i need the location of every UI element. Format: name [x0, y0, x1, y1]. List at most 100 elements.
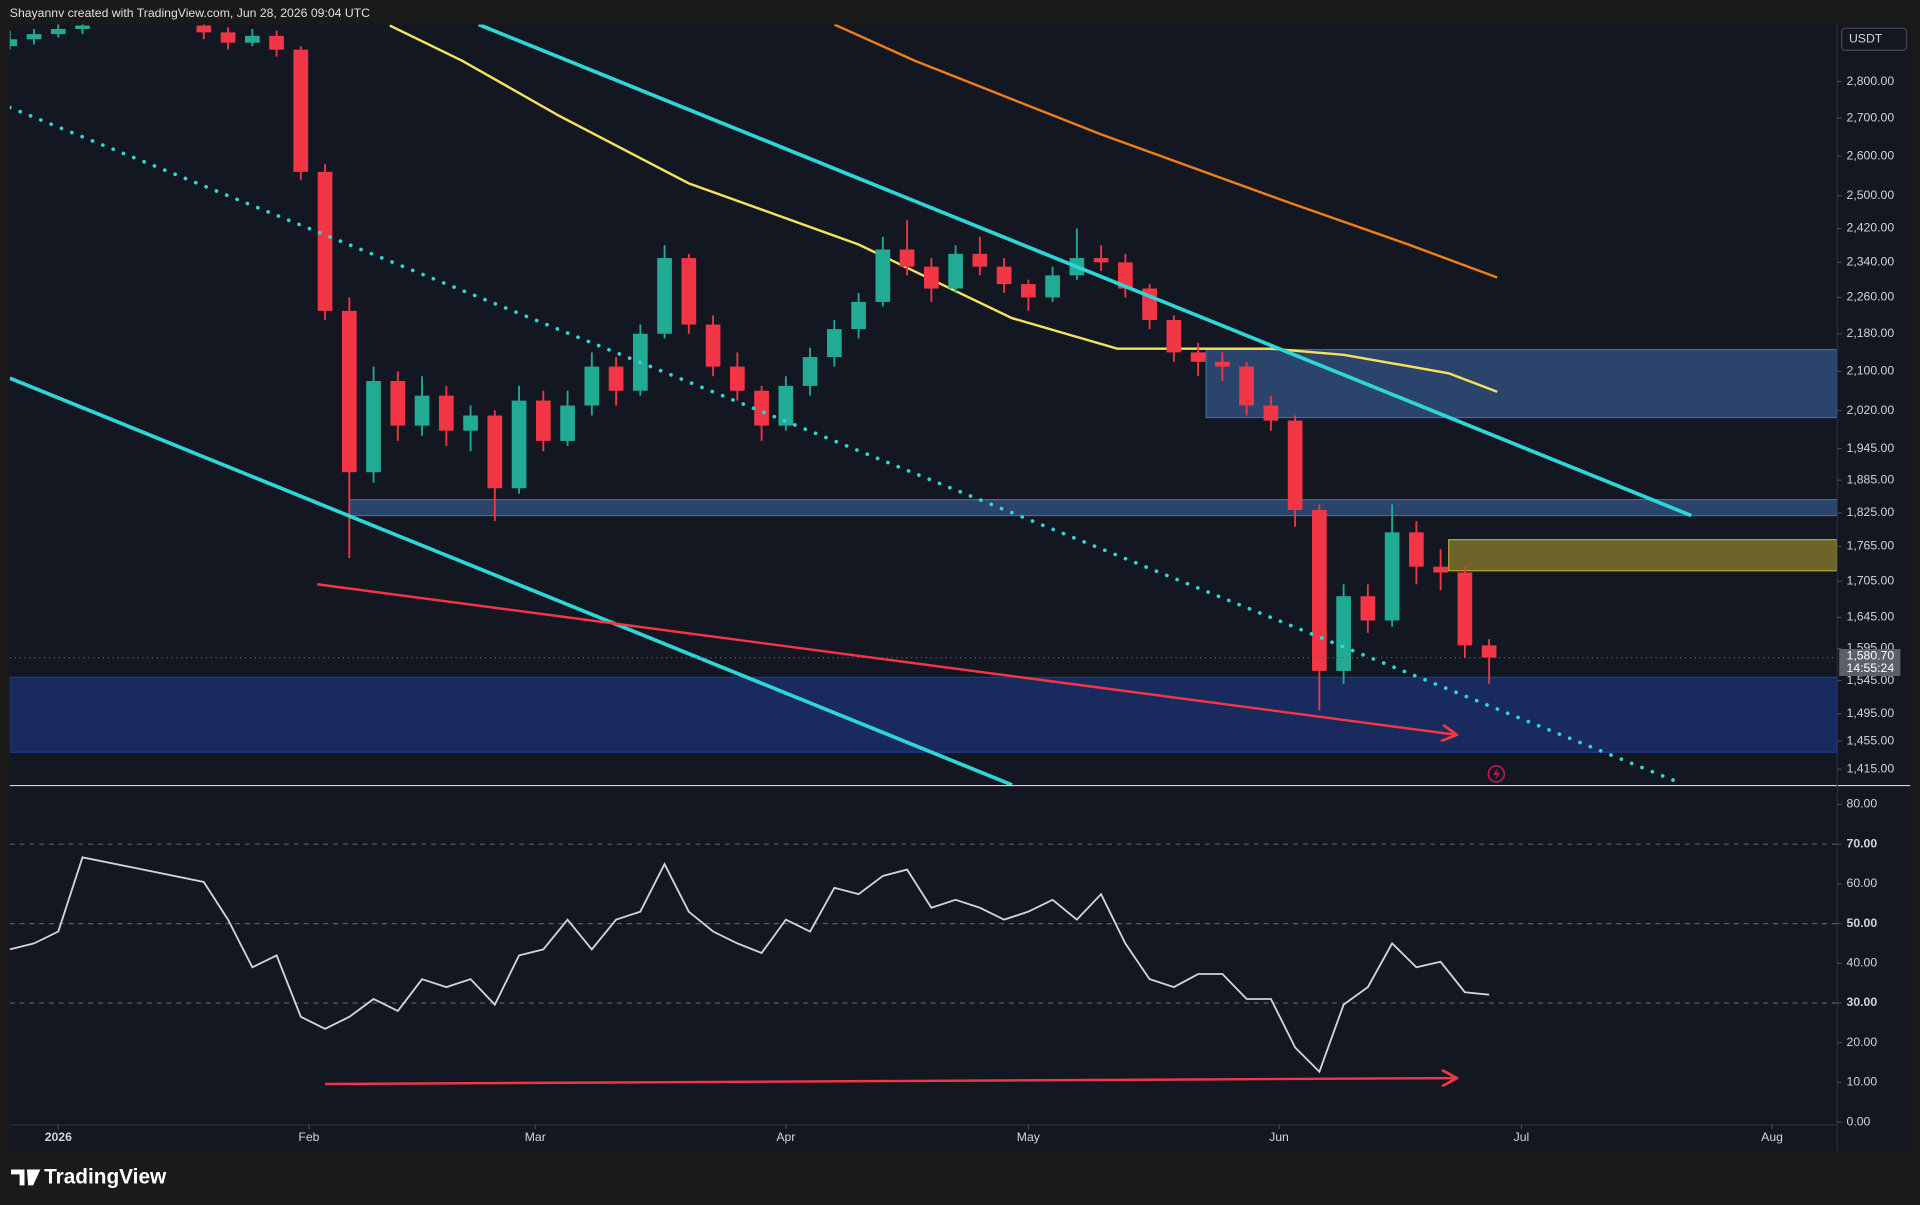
- candle-body: [778, 385, 794, 426]
- candle-body: [511, 400, 527, 489]
- x-tick-label: 2026: [45, 1130, 72, 1144]
- candle-body: [851, 301, 866, 330]
- candle-body: [317, 171, 333, 311]
- x-tick-label: Jun: [1269, 1130, 1289, 1144]
- zone: [1205, 348, 1837, 419]
- candle-body: [875, 249, 891, 302]
- y-tick-label: 50.00: [1847, 916, 1878, 930]
- candle-body: [681, 258, 697, 325]
- candle-body: [1239, 366, 1254, 406]
- currency: USDT: [1849, 31, 1883, 45]
- x-tick-label: Aug: [1761, 1130, 1783, 1144]
- y-tick-label: 80.00: [1847, 797, 1878, 811]
- countdown: 14:55:24: [1847, 661, 1895, 675]
- chart-area: [9, 24, 1911, 1152]
- candle-body: [50, 28, 66, 35]
- zone: [9, 676, 1837, 753]
- zone: [348, 499, 1837, 517]
- candle-body: [657, 258, 672, 334]
- candle-body: [729, 366, 745, 391]
- alert-bolt: [1493, 767, 1500, 781]
- candle-body: [1433, 566, 1448, 573]
- zone: [1448, 539, 1837, 572]
- y-tick-label: 1,455.00: [1847, 733, 1895, 747]
- y-tick-label: 20.00: [1847, 1035, 1878, 1049]
- candle-body: [1021, 284, 1036, 298]
- candle-body: [487, 415, 503, 489]
- currency-box[interactable]: [1841, 27, 1908, 51]
- candle-body: [366, 381, 381, 473]
- candle-body: [1215, 361, 1230, 367]
- candle-body: [9, 39, 18, 47]
- candle-body: [754, 390, 769, 426]
- y-tick-label: 0.00: [1847, 1114, 1871, 1128]
- candle-body: [1360, 596, 1376, 621]
- y-tick-label: 1,705.00: [1847, 574, 1895, 588]
- candle-body: [75, 25, 90, 29]
- moving-average: [389, 24, 1498, 393]
- alert-circle: [1487, 765, 1506, 783]
- trendline: [9, 376, 1013, 785]
- x-tick-label: Mar: [525, 1130, 546, 1144]
- brand-name: TradingView: [44, 1166, 167, 1189]
- candle-body: [608, 366, 624, 391]
- candle-body: [463, 415, 478, 431]
- candle-body: [1481, 645, 1497, 658]
- y-tick-label: 2,420.00: [1847, 221, 1895, 235]
- y-tick-label: 1,645.00: [1847, 610, 1895, 624]
- y-tick-label: 2,700.00: [1847, 110, 1895, 124]
- candle-body: [560, 405, 575, 441]
- candle-body: [972, 253, 988, 267]
- candle-body: [1384, 532, 1400, 621]
- candle-body: [269, 35, 284, 50]
- candle-body: [1336, 596, 1351, 671]
- y-tick-label: 1,825.00: [1847, 505, 1895, 519]
- moving-average: [833, 24, 1498, 279]
- candle-body: [1166, 319, 1182, 353]
- last-price-label: 1,580.70: [1847, 649, 1895, 663]
- rsi-line: [9, 856, 1490, 1074]
- candle-body: [924, 266, 939, 289]
- candle-body: [535, 400, 551, 441]
- candle-body: [244, 35, 260, 43]
- candle-body: [1457, 572, 1473, 646]
- trendline: [477, 24, 1692, 518]
- trendline: [325, 1078, 1457, 1084]
- y-tick-label: 2,800.00: [1847, 74, 1895, 88]
- y-tick-label: 2,100.00: [1847, 364, 1895, 378]
- y-tick-label: 2,260.00: [1847, 290, 1895, 304]
- y-tick-label: 1,415.00: [1847, 761, 1895, 775]
- candle-body: [26, 34, 42, 40]
- candle-body: [584, 366, 600, 406]
- y-tick-label: 1,545.00: [1847, 673, 1895, 687]
- y-tick-label: 2,180.00: [1847, 326, 1895, 340]
- rsi-pane: [9, 843, 1837, 1084]
- alert-icon[interactable]: [1487, 765, 1506, 783]
- candle-body: [293, 49, 309, 172]
- brand-logo: [11, 1169, 41, 1186]
- candle-body: [390, 381, 406, 426]
- last-price-box: [1839, 649, 1901, 676]
- candle-body: [802, 357, 818, 386]
- candle-body: [899, 249, 915, 267]
- y-tick-label: 2,500.00: [1847, 188, 1895, 202]
- y-tick-label: 70.00: [1847, 836, 1878, 850]
- brand: TradingView: [11, 1166, 167, 1189]
- y-tick-label: 60.00: [1847, 876, 1878, 890]
- y-tick-label: 30.00: [1847, 995, 1878, 1009]
- candle-body: [438, 395, 454, 431]
- candle-body: [1312, 510, 1327, 671]
- trendline: [9, 105, 1686, 785]
- y-tick-label: 2,600.00: [1847, 148, 1895, 162]
- y-tick-label: 1,945.00: [1847, 441, 1895, 455]
- y-tick-label: 1,495.00: [1847, 706, 1895, 720]
- x-tick-label: Feb: [298, 1130, 319, 1144]
- trendline: [316, 583, 1457, 735]
- y-tick-label: 2,020.00: [1847, 403, 1895, 417]
- y-tick-label: 1,765.00: [1847, 539, 1895, 553]
- x-tick-label: May: [1017, 1130, 1041, 1144]
- y-tick-label: 1,885.00: [1847, 472, 1895, 486]
- candle-body: [1287, 420, 1303, 511]
- axes: USDT 2,800.00 2,700.00 2,600.00 2,500.00 2,4…: [9, 24, 1911, 1152]
